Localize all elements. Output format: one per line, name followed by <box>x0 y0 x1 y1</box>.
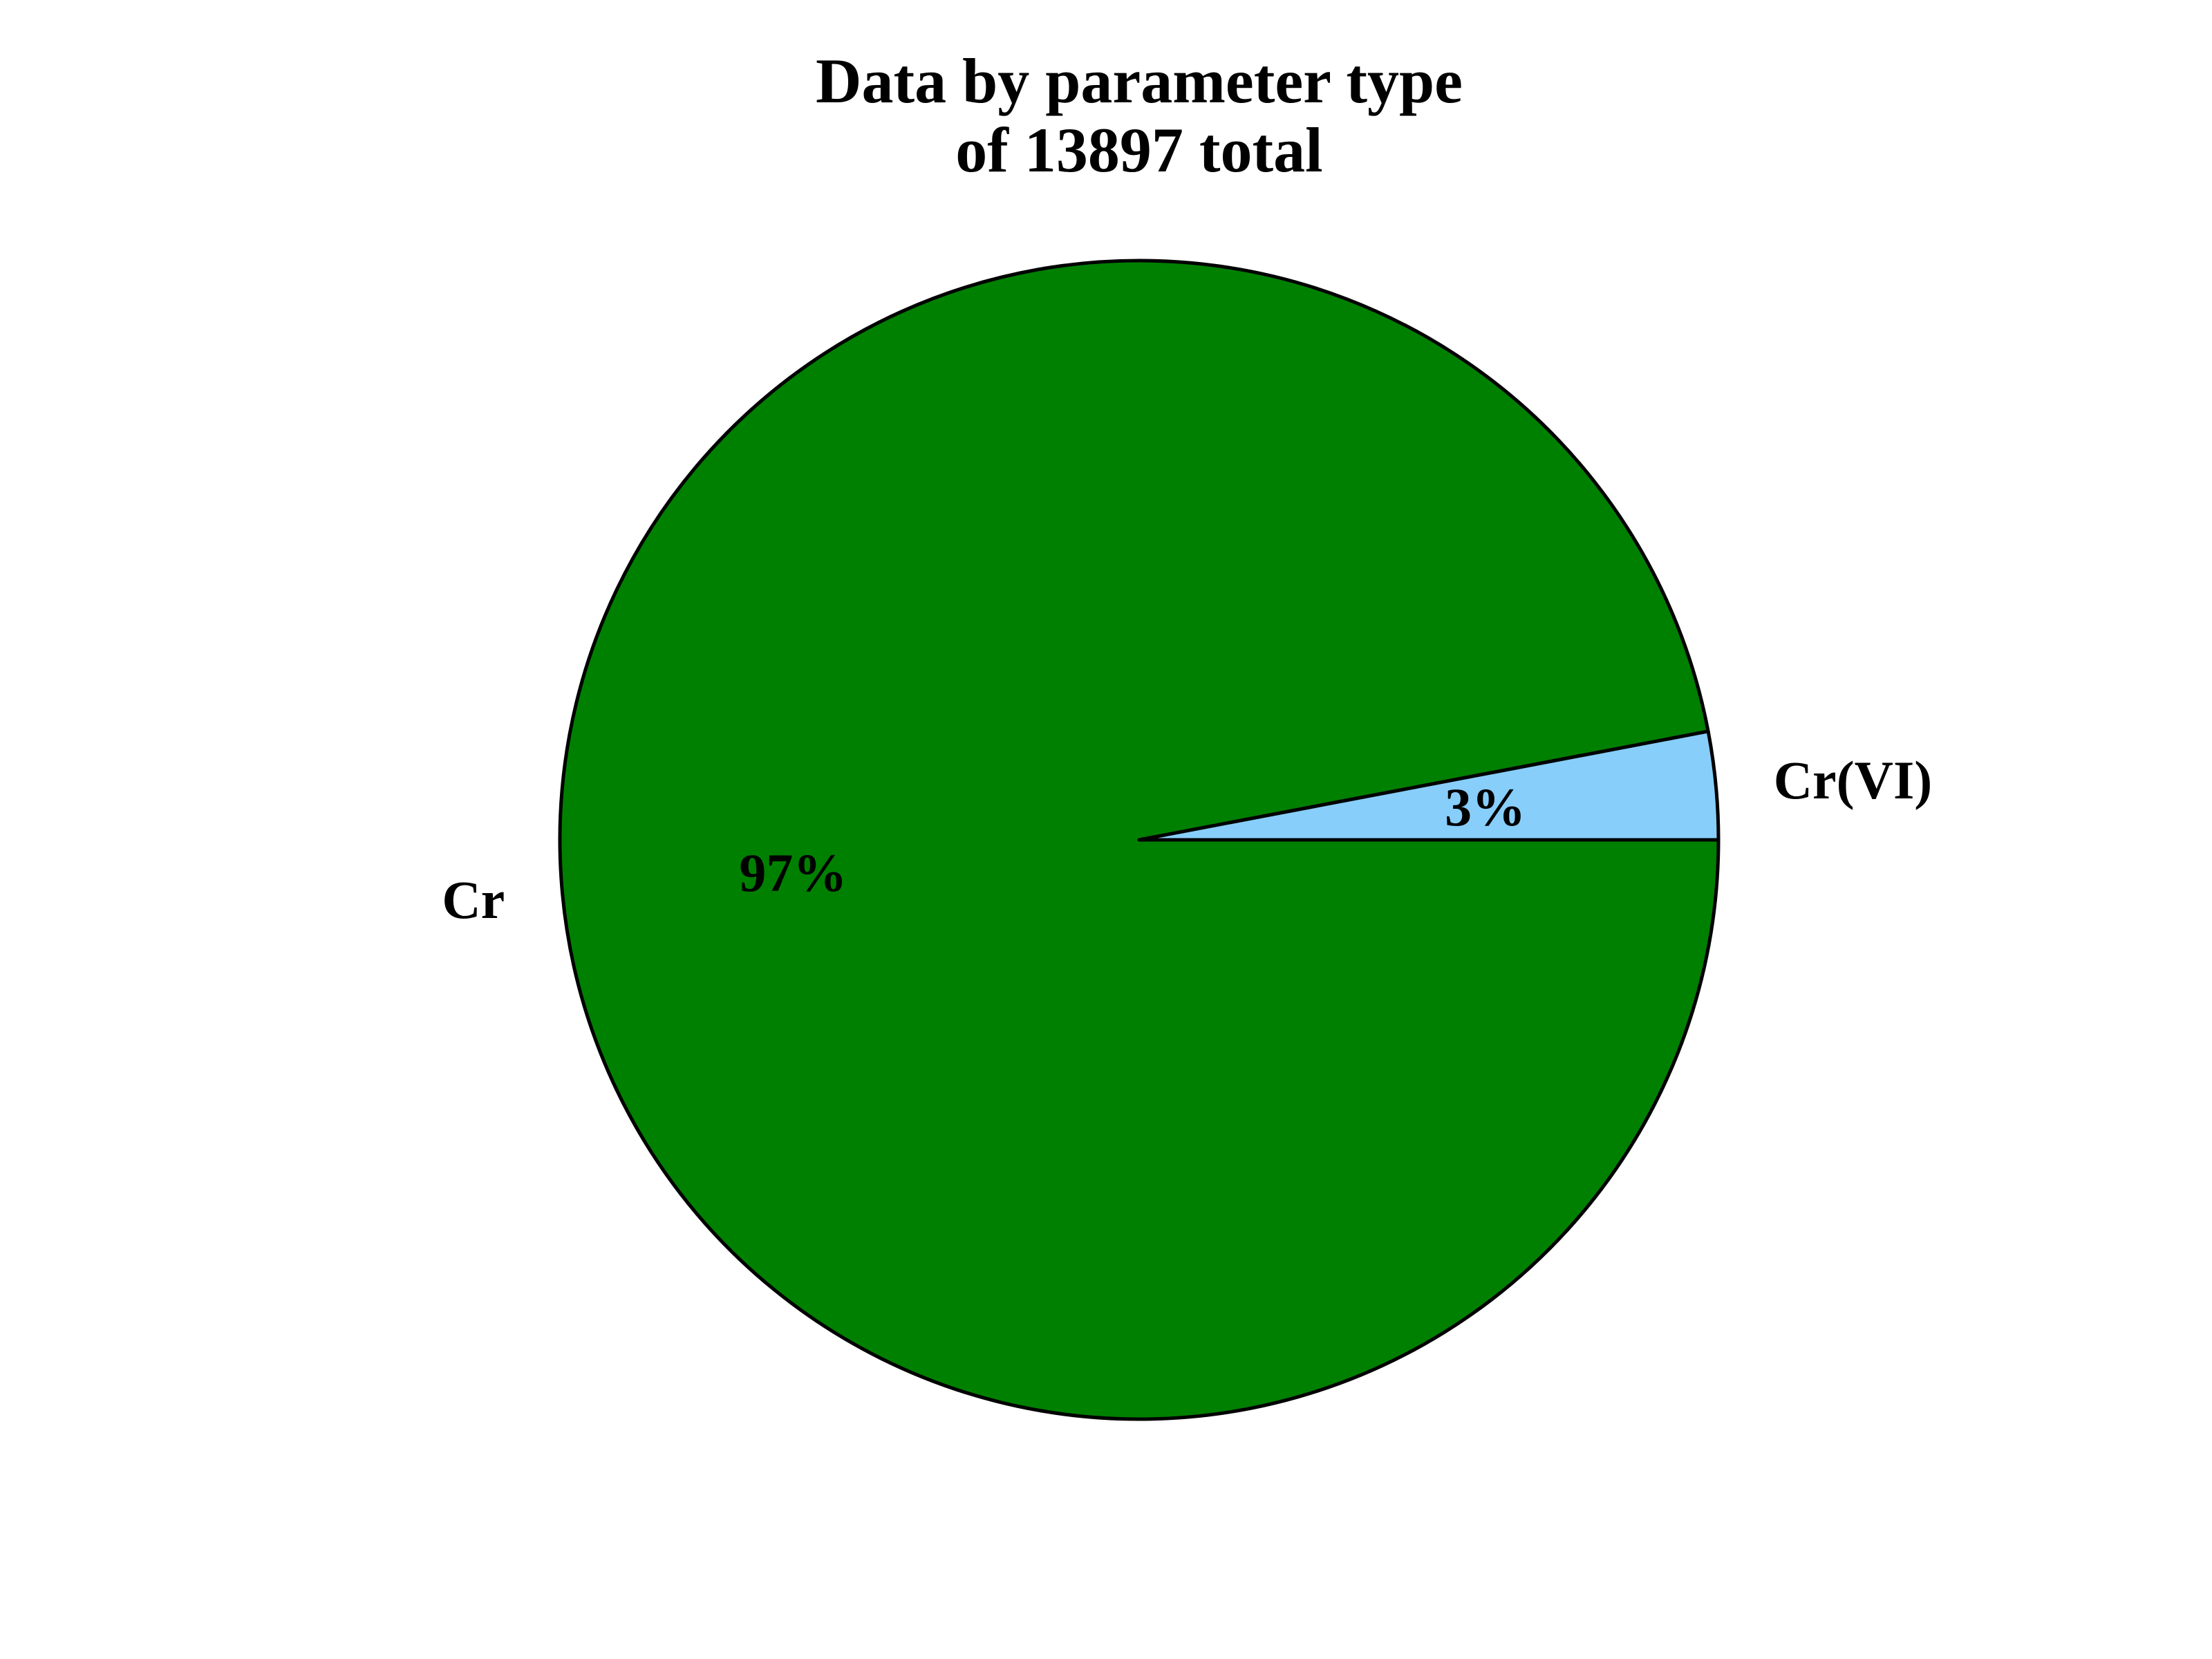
pie-slices <box>558 259 1721 1421</box>
slice-label-cr: Cr <box>442 870 505 930</box>
slice-label-cr-vi: Cr(VI) <box>1774 750 1933 810</box>
pie-slice-cr-vi <box>1137 729 1721 842</box>
slice-percent-cr: 97% <box>739 843 847 903</box>
slice-percent-cr-vi: 3% <box>1445 777 1526 837</box>
chart-title-line-2: of 13897 total <box>955 115 1322 185</box>
pie-labels: Cr 97% Cr(VI) 3% <box>442 750 1932 930</box>
chart-title-line-1: Data by parameter type <box>816 46 1463 116</box>
